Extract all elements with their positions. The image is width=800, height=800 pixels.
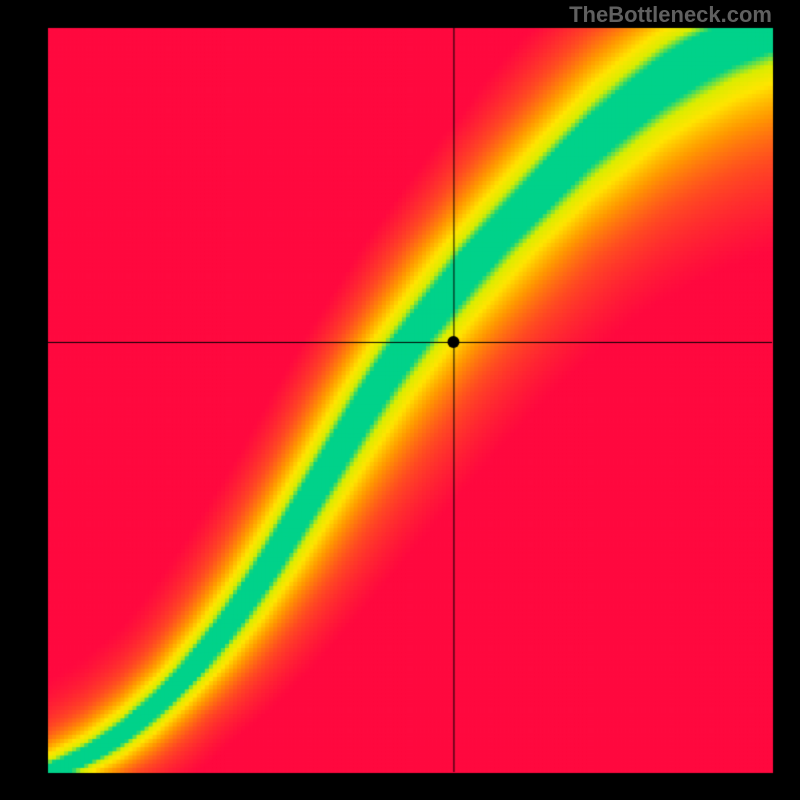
bottleneck-heatmap	[0, 0, 800, 800]
watermark-text: TheBottleneck.com	[569, 2, 772, 28]
